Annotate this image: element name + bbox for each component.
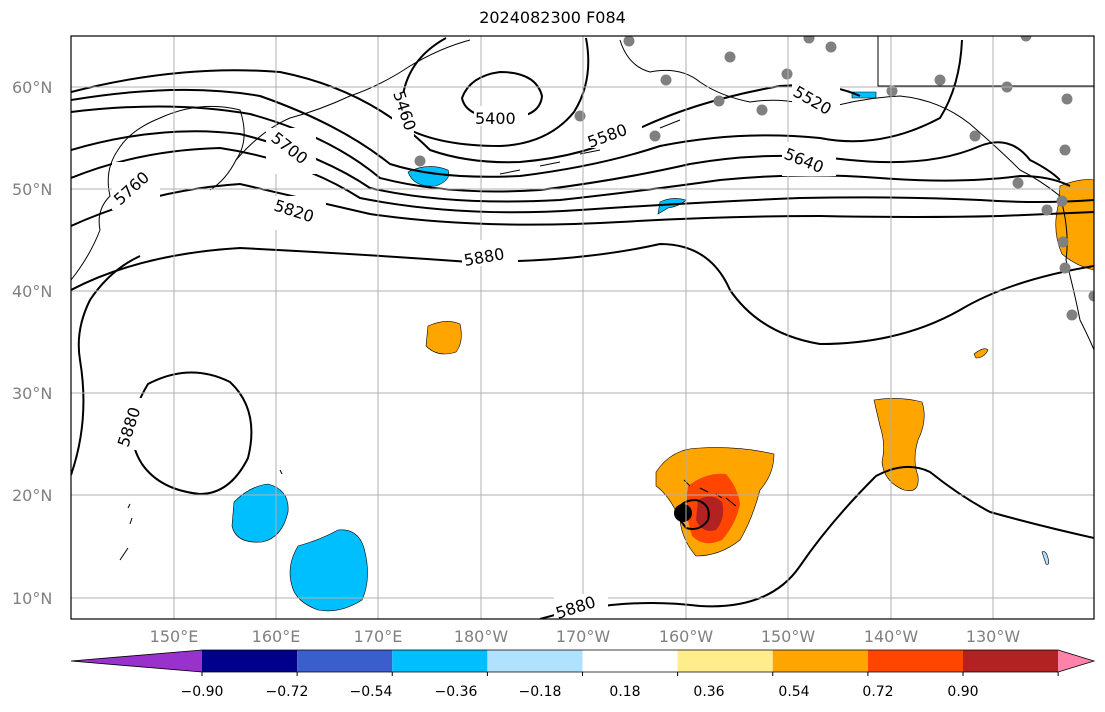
lat-label: 60°N [12,78,52,97]
contour-line [71,182,1094,227]
lat-label: 50°N [12,180,52,199]
colorbar-segment [297,650,393,672]
storm-center-marker [674,504,692,522]
colorbar-tick-label: 0.72 [862,684,894,700]
contour-line [71,105,1061,193]
colorbar-tick-label: −0.90 [180,684,224,700]
map-title: 2024082300 F084 [479,8,626,27]
colorbar-tick-label: 0.90 [947,684,979,700]
lon-label: 170°W [556,627,611,646]
colorbar-extend-max [1058,650,1094,672]
contour-line [71,39,963,178]
contour-line [71,242,1094,346]
longitude-labels: 150°E 160°E 170°E 180°W 170°W 160°W 150°… [150,627,1021,646]
contour-label: 5400 [475,109,516,128]
colorbar-extend-min [71,650,202,672]
lon-label: 150°W [761,627,816,646]
negative-anomaly-region [1041,551,1049,565]
lat-label: 20°N [12,486,52,505]
colorbar-segment [772,650,868,672]
coastline-asia [71,105,245,281]
islands [119,469,283,561]
colorbar-tick-label: −0.36 [434,684,478,700]
lon-label: 130°W [966,627,1021,646]
coastline-hawaii [683,479,737,507]
coastline-aleutians [499,119,681,175]
lon-label: 150°E [150,627,199,646]
lat-label: 30°N [12,384,52,403]
colorbar-tick-label: −0.72 [265,684,309,700]
lon-label: 160°E [252,627,301,646]
colorbar-tick-label: 0.18 [609,684,641,700]
colorbar-tick-label: 0.36 [693,684,725,700]
colorbar-segment [392,650,488,672]
map-frame [70,35,1095,620]
negative-anomaly-region [289,529,368,612]
colorbar-tick-label: −0.18 [518,684,562,700]
canada-border [877,36,1094,87]
lon-label: 170°E [354,627,403,646]
coastline-kamchatka [235,39,471,161]
contour-line [71,255,141,476]
contour-line [674,498,710,530]
colorbar-segment [487,650,583,672]
colorbar-segment [582,650,678,672]
lat-label: 40°N [12,282,52,301]
lon-label: 180°W [454,627,509,646]
colorbar-segment [963,650,1059,672]
contour-labels: 5400 5460 5520 5580 5640 5700 5760 5820 … [110,82,840,619]
colorbar-segment [867,650,963,672]
contour-line [71,130,1071,203]
colorbar-tick-label: −0.54 [349,684,393,700]
colorbar-tick-label: 0.54 [778,684,810,700]
coastline-north-america [1059,195,1094,351]
station-markers [414,36,1094,321]
colorbar-segment [202,650,298,672]
positive-anomaly-region [425,321,462,355]
height-contours [71,37,1094,619]
lon-label: 160°W [659,627,714,646]
colorbar-segment [677,650,773,672]
negative-anomaly-region [231,483,289,543]
latitude-labels: 60°N 50°N 40°N 30°N 20°N 10°N [12,78,52,608]
colorbar [70,649,1096,676]
lon-label: 140°W [864,627,919,646]
graticule [71,36,1094,619]
contour-line [71,69,861,164]
contour-line [539,465,1094,619]
contour-line [131,371,253,496]
positive-anomaly-region [973,348,989,359]
lat-label: 10°N [12,589,52,608]
contour-line [71,146,1094,214]
